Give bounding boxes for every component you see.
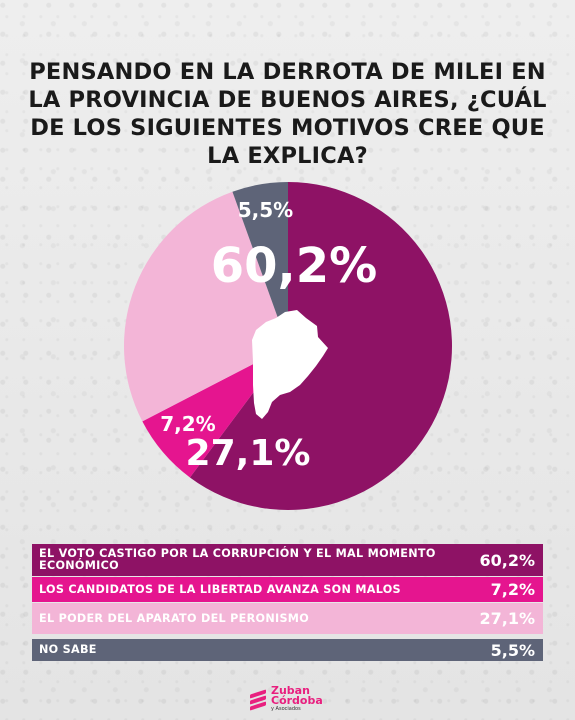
- legend-label: LOS CANDIDATOS DE LA LIBERTAD AVANZA SON…: [39, 582, 401, 596]
- legend-row-corrupcion: EL VOTO CASTIGO POR LA CORRUPCIÓN Y EL M…: [32, 544, 543, 576]
- pie-value-label: 5,5%: [238, 198, 293, 222]
- legend-row-no-sabe: NO SABE 5,5%: [32, 639, 543, 661]
- logo-mark-icon: [250, 689, 266, 711]
- logo-line-2: Córdoba: [271, 694, 323, 707]
- pie-slice-no-sabe: [232, 182, 288, 346]
- chart-title: PENSANDO EN LA DERROTA DE MILEI EN LA PR…: [28, 59, 547, 169]
- buenos-aires-map-icon: [252, 310, 328, 419]
- legend-value: 7,2%: [490, 580, 535, 599]
- pie-slice-peronismo: [124, 191, 288, 422]
- legend-label: EL VOTO CASTIGO POR LA CORRUPCIÓN Y EL M…: [39, 547, 436, 572]
- legend-value: 27,1%: [479, 609, 535, 628]
- legend-value: 60,2%: [479, 550, 535, 570]
- legend-value: 5,5%: [490, 640, 535, 660]
- logo-line-3: y Asociados: [271, 706, 301, 712]
- zuban-cordoba-logo: Zuban Córdoba y Asociados: [250, 684, 323, 712]
- pie-value-label: 27,1%: [186, 433, 311, 474]
- pie-value-label: 7,2%: [160, 412, 215, 436]
- pie-slice-candidatos: [142, 346, 288, 478]
- logo-line-1: Zuban: [271, 684, 310, 697]
- pie-value-label: 60,2%: [211, 238, 378, 294]
- legend-row-candidatos: LOS CANDIDATOS DE LA LIBERTAD AVANZA SON…: [32, 577, 543, 602]
- legend-label: EL PODER DEL APARATO DEL PERONISMO: [39, 611, 310, 625]
- legend-label: NO SABE: [39, 643, 97, 656]
- logo-text: Zuban Córdoba y Asociados: [271, 684, 323, 712]
- legend-row-peronismo: EL PODER DEL APARATO DEL PERONISMO 27,1%: [32, 603, 543, 634]
